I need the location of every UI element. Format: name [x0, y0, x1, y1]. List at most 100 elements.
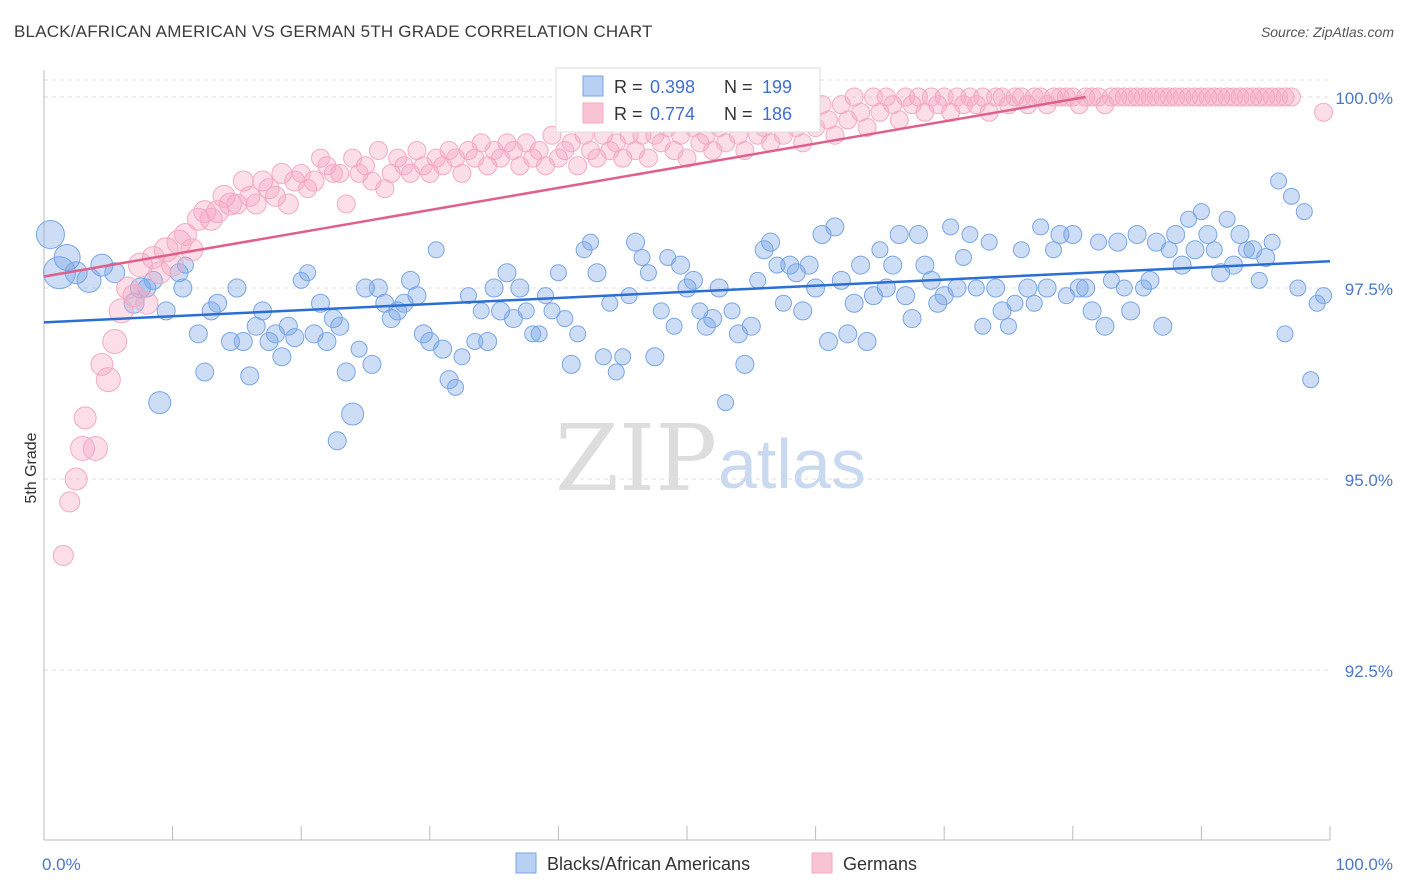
germans-point-19 — [173, 223, 197, 247]
blacks-point-168 — [1166, 225, 1186, 245]
blacks-point-40 — [341, 402, 365, 426]
blacks-point-60 — [472, 302, 490, 320]
blacks-point-163 — [1135, 279, 1153, 297]
germans-point-78 — [555, 140, 575, 160]
blacks-point-147 — [1032, 218, 1050, 236]
blacks-point-77 — [582, 233, 600, 251]
blacks-point-8 — [129, 277, 151, 299]
germans-point-8 — [102, 328, 128, 354]
blacks-point-74 — [561, 354, 581, 374]
blacks-point-162 — [1127, 225, 1147, 245]
blacks-point-43 — [362, 354, 382, 374]
blacks-point-174 — [1205, 241, 1223, 259]
blacks-point-101 — [735, 354, 755, 374]
germans-point-40 — [310, 148, 330, 168]
blacks-point-30 — [285, 328, 305, 348]
blacks-point-105 — [761, 232, 781, 252]
germans-point-60 — [439, 140, 459, 160]
blacks-point-133 — [942, 218, 960, 236]
blacks-point-15 — [176, 256, 194, 274]
blacks-point-167 — [1160, 241, 1178, 259]
blacks-point-64 — [497, 263, 517, 283]
germans-point-35 — [277, 193, 299, 215]
blacks-point-119 — [851, 255, 871, 275]
blacks-point-110 — [793, 301, 813, 321]
germans-point-82 — [581, 140, 601, 160]
germans-point-128 — [876, 87, 896, 107]
blacks-point-39 — [336, 362, 356, 382]
blacks-point-139 — [980, 233, 998, 251]
blacks-point-126 — [896, 286, 916, 306]
y-tick-label-2: 95.0% — [1345, 471, 1393, 490]
legend-label-blacks: Blacks/African Americans — [547, 854, 750, 874]
germans-point-97 — [677, 148, 697, 168]
blacks-point-102 — [741, 316, 761, 336]
blacks-point-35 — [317, 331, 337, 351]
blacks-point-122 — [871, 241, 889, 259]
germans-point-26 — [218, 192, 242, 216]
germans-point-0 — [52, 544, 74, 566]
germans-point-115 — [793, 133, 813, 153]
blacks-point-149 — [1045, 241, 1063, 259]
blacks-point-75 — [569, 325, 587, 343]
germans-point-22 — [193, 200, 217, 224]
blacks-point-145 — [1018, 278, 1038, 298]
blacks-point-79 — [594, 348, 612, 366]
blacks-point-103 — [749, 271, 767, 289]
blacks-point-144 — [1012, 241, 1030, 259]
germans-point-1 — [59, 491, 81, 513]
germans-point-5 — [82, 435, 108, 461]
blacks-point-54 — [433, 339, 453, 359]
blacks-point-115 — [825, 217, 845, 237]
germans-point-11 — [122, 284, 146, 308]
x-tick-label-0: 0.0% — [42, 855, 81, 874]
germans-point-191 — [1281, 87, 1301, 107]
germans-point-30 — [245, 193, 267, 215]
stats-r-value-0: 0.398 — [650, 77, 695, 97]
blacks-point-178 — [1230, 225, 1250, 245]
blacks-point-14 — [173, 278, 193, 298]
blacks-point-189 — [1302, 371, 1320, 389]
blacks-point-124 — [883, 255, 903, 275]
germans-point-33 — [264, 185, 286, 207]
blacks-point-134 — [947, 278, 967, 298]
blacks-point-156 — [1090, 233, 1108, 251]
stats-n-label-1: N = — [724, 104, 753, 124]
blacks-point-70 — [537, 287, 555, 305]
germans-point-6 — [90, 352, 114, 376]
blacks-point-84 — [626, 232, 646, 252]
blacks-point-191 — [1315, 287, 1333, 305]
blacks-point-50 — [407, 286, 427, 306]
stats-n-label-0: N = — [724, 77, 753, 97]
blacks-point-187 — [1289, 279, 1307, 297]
germans-point-53 — [394, 156, 414, 176]
blacks-point-11 — [148, 391, 172, 415]
source-label: Source: ZipAtlas.com — [1260, 24, 1394, 40]
legend-label-germans: Germans — [843, 854, 917, 874]
stats-n-value-0: 199 — [762, 77, 792, 97]
blacks-point-41 — [350, 340, 368, 358]
blacks-point-16 — [188, 324, 208, 344]
germans-point-69 — [497, 133, 517, 153]
blacks-point-127 — [902, 309, 922, 329]
blacks-point-67 — [517, 302, 535, 320]
blacks-point-71 — [543, 302, 561, 320]
germans-point-4 — [73, 406, 97, 430]
germans-point-2 — [64, 467, 88, 491]
blacks-point-135 — [954, 248, 972, 266]
blacks-point-146 — [1025, 294, 1043, 312]
blacks-point-32 — [299, 264, 317, 282]
stats-r-label-0: R = — [614, 77, 643, 97]
blacks-point-61 — [478, 331, 498, 351]
axes — [43, 70, 1331, 841]
blacks-point-46 — [381, 309, 401, 329]
blacks-point-87 — [645, 347, 665, 367]
blacks-point-22 — [233, 331, 253, 351]
germans-point-13 — [135, 291, 159, 315]
blacks-point-152 — [1063, 225, 1083, 245]
blacks-point-169 — [1172, 255, 1192, 275]
germans-point-7 — [95, 367, 121, 393]
y-tick-label-1: 97.5% — [1345, 280, 1393, 299]
blacks-point-140 — [986, 278, 1006, 298]
germans-point-44 — [336, 194, 356, 214]
